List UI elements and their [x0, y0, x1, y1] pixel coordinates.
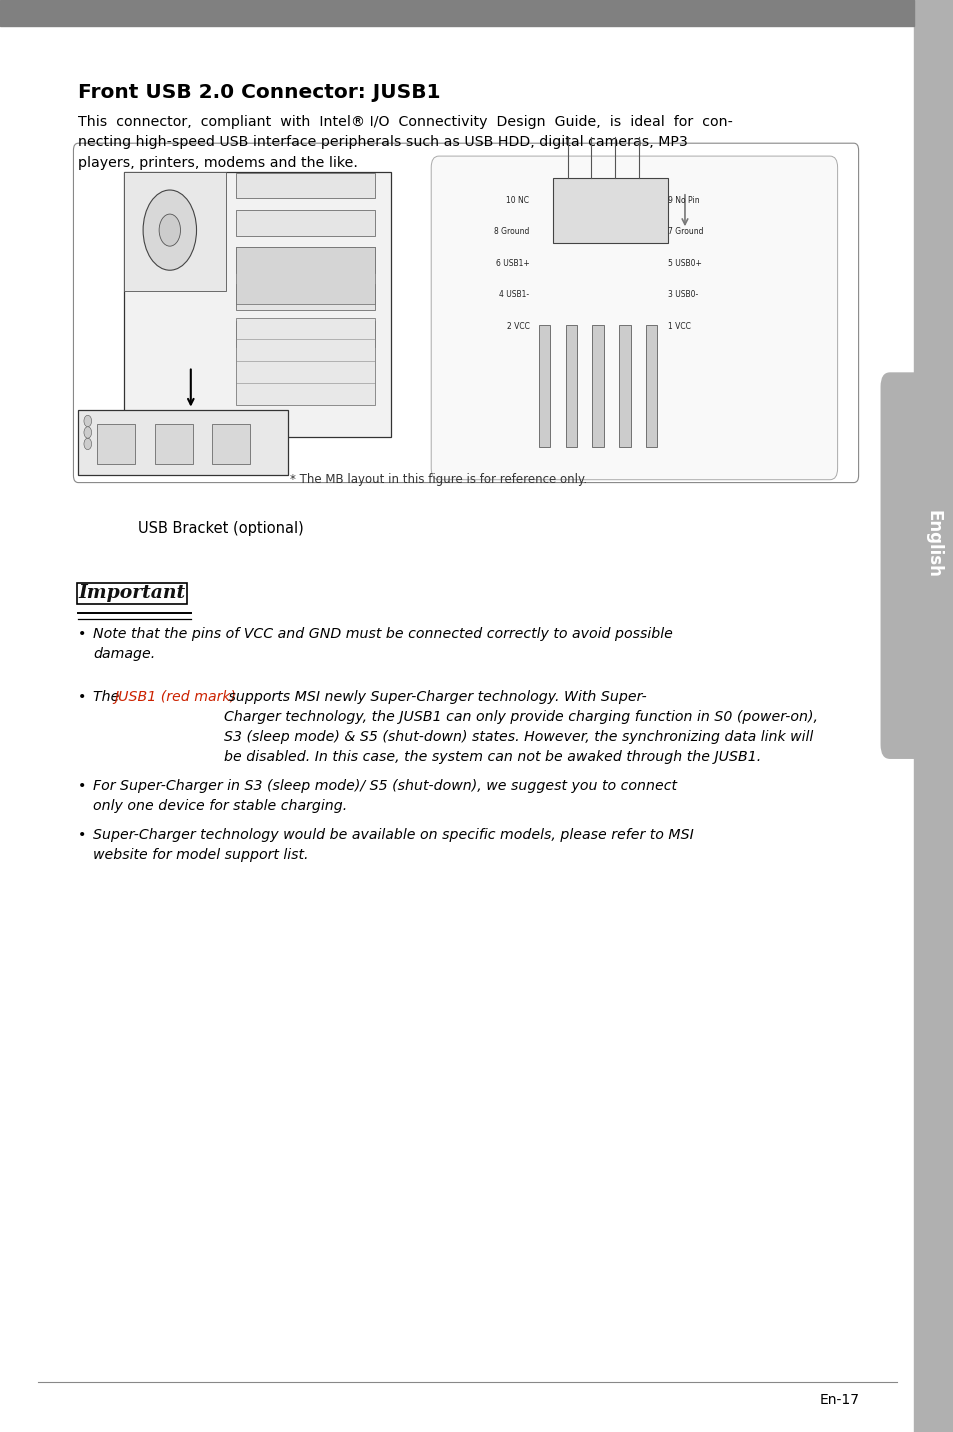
Circle shape [159, 215, 180, 246]
Text: The: The [93, 690, 124, 705]
Text: •: • [78, 779, 87, 793]
Text: JUSB1 (red mark): JUSB1 (red mark) [114, 690, 236, 705]
FancyBboxPatch shape [73, 143, 858, 483]
Text: 8 Ground: 8 Ground [494, 228, 529, 236]
Text: * The MB layout in this figure is for reference only.: * The MB layout in this figure is for re… [290, 473, 587, 487]
FancyBboxPatch shape [431, 156, 837, 480]
Text: •: • [78, 627, 87, 642]
Text: 7 Ground: 7 Ground [667, 228, 702, 236]
Text: 2 VCC: 2 VCC [506, 322, 529, 331]
Text: English: English [924, 510, 942, 579]
Circle shape [143, 190, 196, 271]
Text: 5 USB0+: 5 USB0+ [667, 259, 701, 268]
Bar [565, 325, 577, 447]
Text: This  connector,  compliant  with  Intel® I/O  Connectivity  Design  Guide,  is : This connector, compliant with Intel® I/… [78, 115, 732, 170]
Text: Note that the pins of VCC and GND must be connected correctly to avoid possible
: Note that the pins of VCC and GND must b… [93, 627, 673, 662]
Bar [236, 284, 375, 311]
Bar [645, 325, 657, 447]
Text: En-17: En-17 [819, 1393, 859, 1408]
Text: 1 VCC: 1 VCC [667, 322, 690, 331]
Text: 6 USB1+: 6 USB1+ [496, 259, 529, 268]
Circle shape [84, 438, 91, 450]
Bar [618, 325, 630, 447]
Bar [236, 209, 375, 235]
Text: Front USB 2.0 Connector: JUSB1: Front USB 2.0 Connector: JUSB1 [78, 83, 440, 102]
Bar [236, 321, 375, 347]
Bar [97, 424, 135, 464]
Bar [236, 173, 375, 199]
Text: supports MSI newly Super-Charger technology. With Super-
Charger technology, the: supports MSI newly Super-Charger technol… [224, 690, 818, 765]
Text: Super-Charger technology would be available on specific models, please refer to : Super-Charger technology would be availa… [93, 828, 694, 862]
Text: 4 USB1-: 4 USB1- [498, 291, 529, 299]
Circle shape [84, 415, 91, 427]
Bar [236, 246, 375, 304]
FancyBboxPatch shape [880, 372, 946, 759]
Bar [553, 178, 667, 243]
Bar [124, 172, 391, 437]
Bar [154, 424, 193, 464]
Text: 9 No Pin: 9 No Pin [667, 196, 699, 205]
Bar [236, 318, 375, 405]
Bar [78, 410, 288, 475]
Bar [236, 248, 375, 274]
Bar [913, 0, 953, 1432]
Text: Important: Important [78, 584, 185, 603]
Text: 10 NC: 10 NC [506, 196, 529, 205]
Text: For Super-Charger in S3 (sleep mode)/ S5 (shut-down), we suggest you to connect
: For Super-Charger in S3 (sleep mode)/ S5… [93, 779, 677, 813]
Text: •: • [78, 828, 87, 842]
Bar [212, 424, 250, 464]
Bar [124, 172, 225, 291]
Bar [592, 325, 603, 447]
Bar [0, 0, 913, 26]
Text: USB Bracket (optional): USB Bracket (optional) [138, 521, 304, 536]
Text: 3 USB0-: 3 USB0- [667, 291, 698, 299]
Text: •: • [78, 690, 87, 705]
Bar [538, 325, 550, 447]
Circle shape [84, 427, 91, 438]
